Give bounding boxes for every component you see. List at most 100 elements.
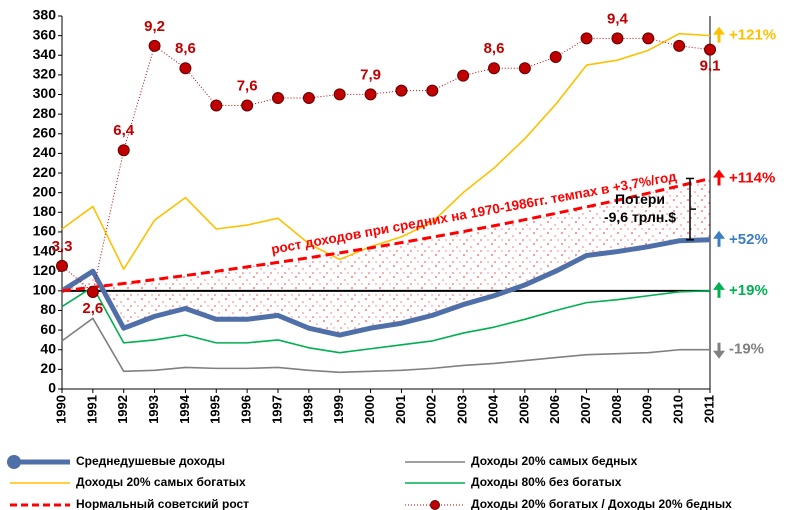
legend-label: Доходы 20% самых бедных	[471, 454, 638, 468]
ratio-dot	[642, 32, 655, 45]
end-arrow-head	[713, 230, 725, 239]
x-tick-label: 2009	[640, 395, 655, 424]
y-tick-label: 220	[33, 164, 57, 180]
y-tick-label: 180	[33, 203, 57, 219]
series-line	[61, 176, 711, 293]
y-tick-label: 80	[40, 301, 56, 317]
ratio-dot	[179, 62, 192, 75]
legend-swatch	[430, 500, 440, 510]
y-tick-label: 240	[33, 144, 57, 160]
y-tick-label: 100	[33, 282, 57, 298]
x-tick-label: 1996	[239, 395, 254, 424]
y-tick-label: 280	[33, 105, 57, 121]
x-tick-label: 2000	[362, 395, 377, 424]
x-tick-label: 2011	[701, 395, 716, 423]
end-arrow-head	[713, 169, 725, 178]
series-line	[61, 317, 710, 374]
ratio-dot	[302, 92, 315, 105]
x-tick-label: 1997	[269, 395, 284, 424]
y-tick-label: 140	[33, 242, 57, 258]
ratio-dot	[426, 84, 439, 97]
loss-area	[62, 178, 710, 336]
y-tick-label: 340	[33, 46, 57, 62]
y-tick-label: 380	[33, 7, 57, 23]
legend-label: Доходы 20% богатых / Доходы 20% бедных	[471, 497, 732, 510]
y-tick-label: 320	[33, 66, 57, 82]
x-tick-label: 2010	[671, 395, 686, 424]
ratio-dot	[704, 43, 716, 56]
y-tick-label: 40	[40, 340, 56, 356]
data-label: 2,6	[82, 300, 103, 317]
data-label: 9,2	[144, 18, 165, 35]
legend-item: Нормальный советский рост	[10, 497, 249, 510]
ratio-dot	[611, 32, 624, 45]
end-arrow-head	[713, 350, 725, 359]
ratio-dot	[673, 39, 686, 52]
x-tick-label: 1991	[84, 395, 99, 424]
end-arrow-head	[713, 281, 725, 290]
end-label: -19%	[729, 341, 764, 358]
y-tick-label: 160	[33, 223, 57, 239]
legend-label: Среднедушевые доходы	[76, 454, 225, 468]
x-tick-label: 2003	[455, 395, 470, 424]
series-line	[61, 32, 711, 271]
x-tick-label: 1998	[300, 395, 315, 424]
x-tick-label: 2007	[578, 395, 593, 424]
ratio-dot	[364, 88, 377, 101]
legend-label: Доходы 80% без богатых	[471, 475, 622, 489]
y-tick-label: 260	[33, 124, 57, 140]
data-label: 7,6	[237, 77, 258, 94]
ratio-dot	[488, 62, 500, 75]
end-label: +121%	[729, 27, 776, 44]
x-tick-label: 1993	[146, 395, 161, 424]
loss-label: -9,6 трлн.$	[604, 209, 676, 225]
legend-item: Доходы 20% самых бедных	[405, 454, 638, 468]
ratio-dot	[56, 259, 68, 272]
data-label: 8,6	[484, 40, 505, 57]
ratio-dot	[333, 88, 346, 101]
x-tick-label: 2001	[393, 395, 408, 424]
ratio-dot	[272, 92, 284, 105]
y-tick-label: 300	[33, 85, 57, 101]
y-tick-label: 200	[33, 183, 57, 199]
ratio-dot	[148, 39, 161, 52]
data-label: 6,4	[113, 122, 135, 139]
data-label: 9,1	[700, 58, 721, 75]
legend-label: Нормальный советский рост	[76, 497, 249, 510]
ratio-dot	[117, 144, 130, 157]
x-tick-label: 2004	[485, 394, 500, 424]
x-tick-label: 2006	[547, 395, 562, 424]
y-tick-label: 360	[33, 26, 57, 42]
x-tick-label: 1995	[208, 395, 223, 424]
ratio-dot	[395, 84, 408, 97]
x-tick-label: 1990	[53, 395, 68, 424]
loss-label: Потери	[615, 191, 665, 207]
end-label: +19%	[729, 282, 768, 299]
x-tick-label: 1992	[115, 395, 130, 424]
x-tick-label: 1994	[177, 394, 192, 424]
end-label: +52%	[729, 231, 768, 248]
legend-label: Доходы 20% самых богатых	[76, 475, 246, 489]
data-label: 8,6	[175, 40, 196, 57]
y-tick-label: 20	[40, 360, 56, 376]
ratio-dot	[518, 62, 531, 75]
y-tick-label: 120	[33, 262, 57, 278]
legend-swatch	[7, 455, 21, 469]
data-label: 7,9	[360, 66, 381, 83]
legend-item: Среднедушевые доходы	[7, 454, 225, 469]
series-line	[60, 237, 711, 338]
ratio-dot	[580, 32, 593, 45]
legend-item: Доходы 20% богатых / Доходы 20% бедных	[405, 497, 732, 510]
legend-item: Доходы 80% без богатых	[405, 475, 622, 489]
series-line	[61, 286, 711, 354]
legend-item: Доходы 20% самых богатых	[10, 475, 246, 489]
x-tick-label: 2002	[424, 395, 439, 424]
x-tick-label: 2005	[516, 395, 531, 424]
ratio-dot	[241, 99, 254, 112]
y-tick-label: 0	[48, 380, 56, 396]
ratio-dot	[457, 69, 470, 82]
x-tick-label: 1999	[331, 395, 346, 424]
data-label: 3,3	[52, 238, 73, 255]
end-label: +114%	[729, 169, 775, 186]
